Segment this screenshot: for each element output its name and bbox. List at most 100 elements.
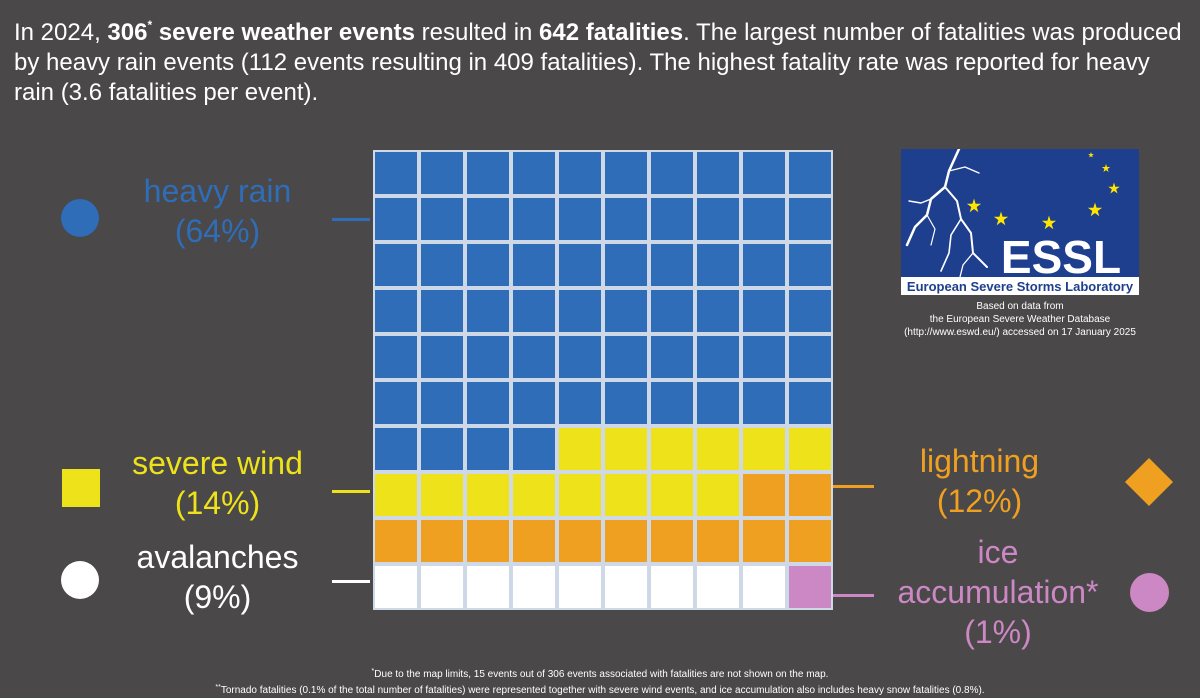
- legend-ice-name-2: accumulation*: [897, 574, 1099, 610]
- eu-stars-icon: [966, 152, 1120, 230]
- legend-heavy-rain: heavy rain (64%): [110, 171, 325, 251]
- waffle-cell-heavy-rain: [467, 244, 509, 286]
- legend-lightning-pct: (12%): [936, 483, 1023, 519]
- waffle-cell-lightning: [513, 520, 555, 562]
- waffle-cell-heavy-rain: [605, 244, 647, 286]
- waffle-cell-heavy-rain: [559, 244, 601, 286]
- headline-events-label: severe weather events: [152, 19, 415, 46]
- waffle-cell-severe-wind: [467, 474, 509, 516]
- waffle-cell-heavy-rain: [789, 198, 831, 240]
- waffle-cell-heavy-rain: [651, 382, 693, 424]
- waffle-cell-heavy-rain: [559, 336, 601, 378]
- logo-caption: Based on data from the European Severe W…: [880, 300, 1160, 339]
- legend-severe-wind-connector: [332, 490, 370, 493]
- waffle-cell-heavy-rain: [467, 428, 509, 470]
- waffle-cell-lightning: [559, 520, 601, 562]
- waffle-cell-heavy-rain: [467, 382, 509, 424]
- legend-avalanches-name: avalanches: [136, 539, 299, 575]
- waffle-cell-lightning: [743, 520, 785, 562]
- legend-severe-wind: severe wind (14%): [105, 443, 330, 523]
- waffle-cell-avalanches: [651, 566, 693, 608]
- waffle-cell-lightning: [375, 520, 417, 562]
- waffle-cell-heavy-rain: [375, 152, 417, 194]
- waffle-cell-heavy-rain: [375, 198, 417, 240]
- waffle-cell-heavy-rain: [743, 152, 785, 194]
- waffle-cell-heavy-rain: [697, 382, 739, 424]
- waffle-cell-avalanches: [605, 566, 647, 608]
- footnote-1-mark: *: [371, 668, 375, 675]
- waffle-cell-heavy-rain: [559, 152, 601, 194]
- waffle-cell-lightning: [789, 474, 831, 516]
- waffle-cell-ice-accumulation: [789, 566, 831, 608]
- logo-name: European Severe Storms Laboratory: [907, 279, 1134, 294]
- waffle-cell-heavy-rain: [513, 382, 555, 424]
- waffle-chart: [373, 150, 833, 610]
- waffle-cell-severe-wind: [651, 428, 693, 470]
- essl-logo: ESSL European Severe Storms Laboratory: [901, 149, 1139, 295]
- waffle-cell-heavy-rain: [789, 152, 831, 194]
- waffle-cell-heavy-rain: [513, 428, 555, 470]
- waffle-cell-heavy-rain: [375, 244, 417, 286]
- waffle-cell-heavy-rain: [651, 244, 693, 286]
- waffle-cell-heavy-rain: [513, 244, 555, 286]
- waffle-cell-avalanches: [375, 566, 417, 608]
- waffle-cell-heavy-rain: [421, 198, 463, 240]
- waffle-cell-severe-wind: [697, 474, 739, 516]
- logo-acronym: ESSL: [1001, 231, 1121, 283]
- legend-ice: ice accumulation* (1%): [878, 532, 1118, 652]
- waffle-cell-heavy-rain: [513, 198, 555, 240]
- headline-events-mark: *: [147, 18, 153, 32]
- waffle-cell-lightning: [421, 520, 463, 562]
- legend-ice-name-1: ice: [977, 534, 1019, 570]
- waffle-cell-heavy-rain: [467, 152, 509, 194]
- legend-severe-wind-name: severe wind: [132, 445, 303, 481]
- waffle-cell-heavy-rain: [559, 198, 601, 240]
- waffle-cell-heavy-rain: [789, 336, 831, 378]
- waffle-cell-heavy-rain: [513, 152, 555, 194]
- waffle-cell-heavy-rain: [743, 382, 785, 424]
- severe-wind-square-icon: [62, 469, 100, 507]
- waffle-cell-heavy-rain: [605, 290, 647, 332]
- waffle-cell-severe-wind: [605, 428, 647, 470]
- ice-circle-icon: [1130, 573, 1169, 612]
- legend-avalanches-connector: [332, 580, 370, 583]
- waffle-cell-avalanches: [421, 566, 463, 608]
- waffle-cell-heavy-rain: [513, 336, 555, 378]
- legend-lightning-name: lightning: [919, 443, 1040, 479]
- waffle-cell-lightning: [697, 520, 739, 562]
- waffle-cell-heavy-rain: [651, 198, 693, 240]
- legend-ice-connector: [832, 594, 874, 597]
- waffle-cell-heavy-rain: [421, 428, 463, 470]
- waffle-cell-avalanches: [467, 566, 509, 608]
- legend-avalanches-pct: (9%): [183, 579, 252, 615]
- headline-fatalities: 642 fatalities: [539, 19, 684, 46]
- waffle-cell-heavy-rain: [697, 244, 739, 286]
- headline-events-count: 306: [107, 19, 148, 46]
- headline-text-1: In 2024,: [14, 19, 108, 46]
- legend-lightning-connector: [832, 485, 874, 488]
- waffle-cell-heavy-rain: [421, 382, 463, 424]
- logo-caption-line-3: (http://www.eswd.eu/) accessed on 17 Jan…: [904, 327, 1136, 338]
- waffle-cell-heavy-rain: [743, 336, 785, 378]
- waffle-cell-lightning: [605, 520, 647, 562]
- waffle-cell-heavy-rain: [605, 382, 647, 424]
- waffle-cell-heavy-rain: [789, 244, 831, 286]
- legend-severe-wind-pct: (14%): [174, 485, 261, 521]
- waffle-cell-heavy-rain: [375, 290, 417, 332]
- avalanches-circle-icon: [61, 561, 99, 599]
- logo-caption-line-1: Based on data from: [976, 301, 1064, 312]
- footnote-2-mark: **: [215, 684, 221, 691]
- legend-avalanches: avalanches (9%): [110, 537, 325, 617]
- legend-heavy-rain-pct: (64%): [174, 213, 261, 249]
- lightning-diamond-icon: [1124, 457, 1174, 507]
- waffle-cell-heavy-rain: [697, 290, 739, 332]
- waffle-cell-severe-wind: [559, 428, 601, 470]
- waffle-cell-severe-wind: [697, 428, 739, 470]
- waffle-cell-heavy-rain: [605, 198, 647, 240]
- legend-lightning: lightning (12%): [882, 441, 1077, 521]
- waffle-cell-heavy-rain: [697, 336, 739, 378]
- logo-caption-line-2: the European Severe Weather Database: [929, 314, 1111, 325]
- waffle-cell-heavy-rain: [651, 152, 693, 194]
- waffle-cell-heavy-rain: [513, 290, 555, 332]
- waffle-cell-heavy-rain: [605, 152, 647, 194]
